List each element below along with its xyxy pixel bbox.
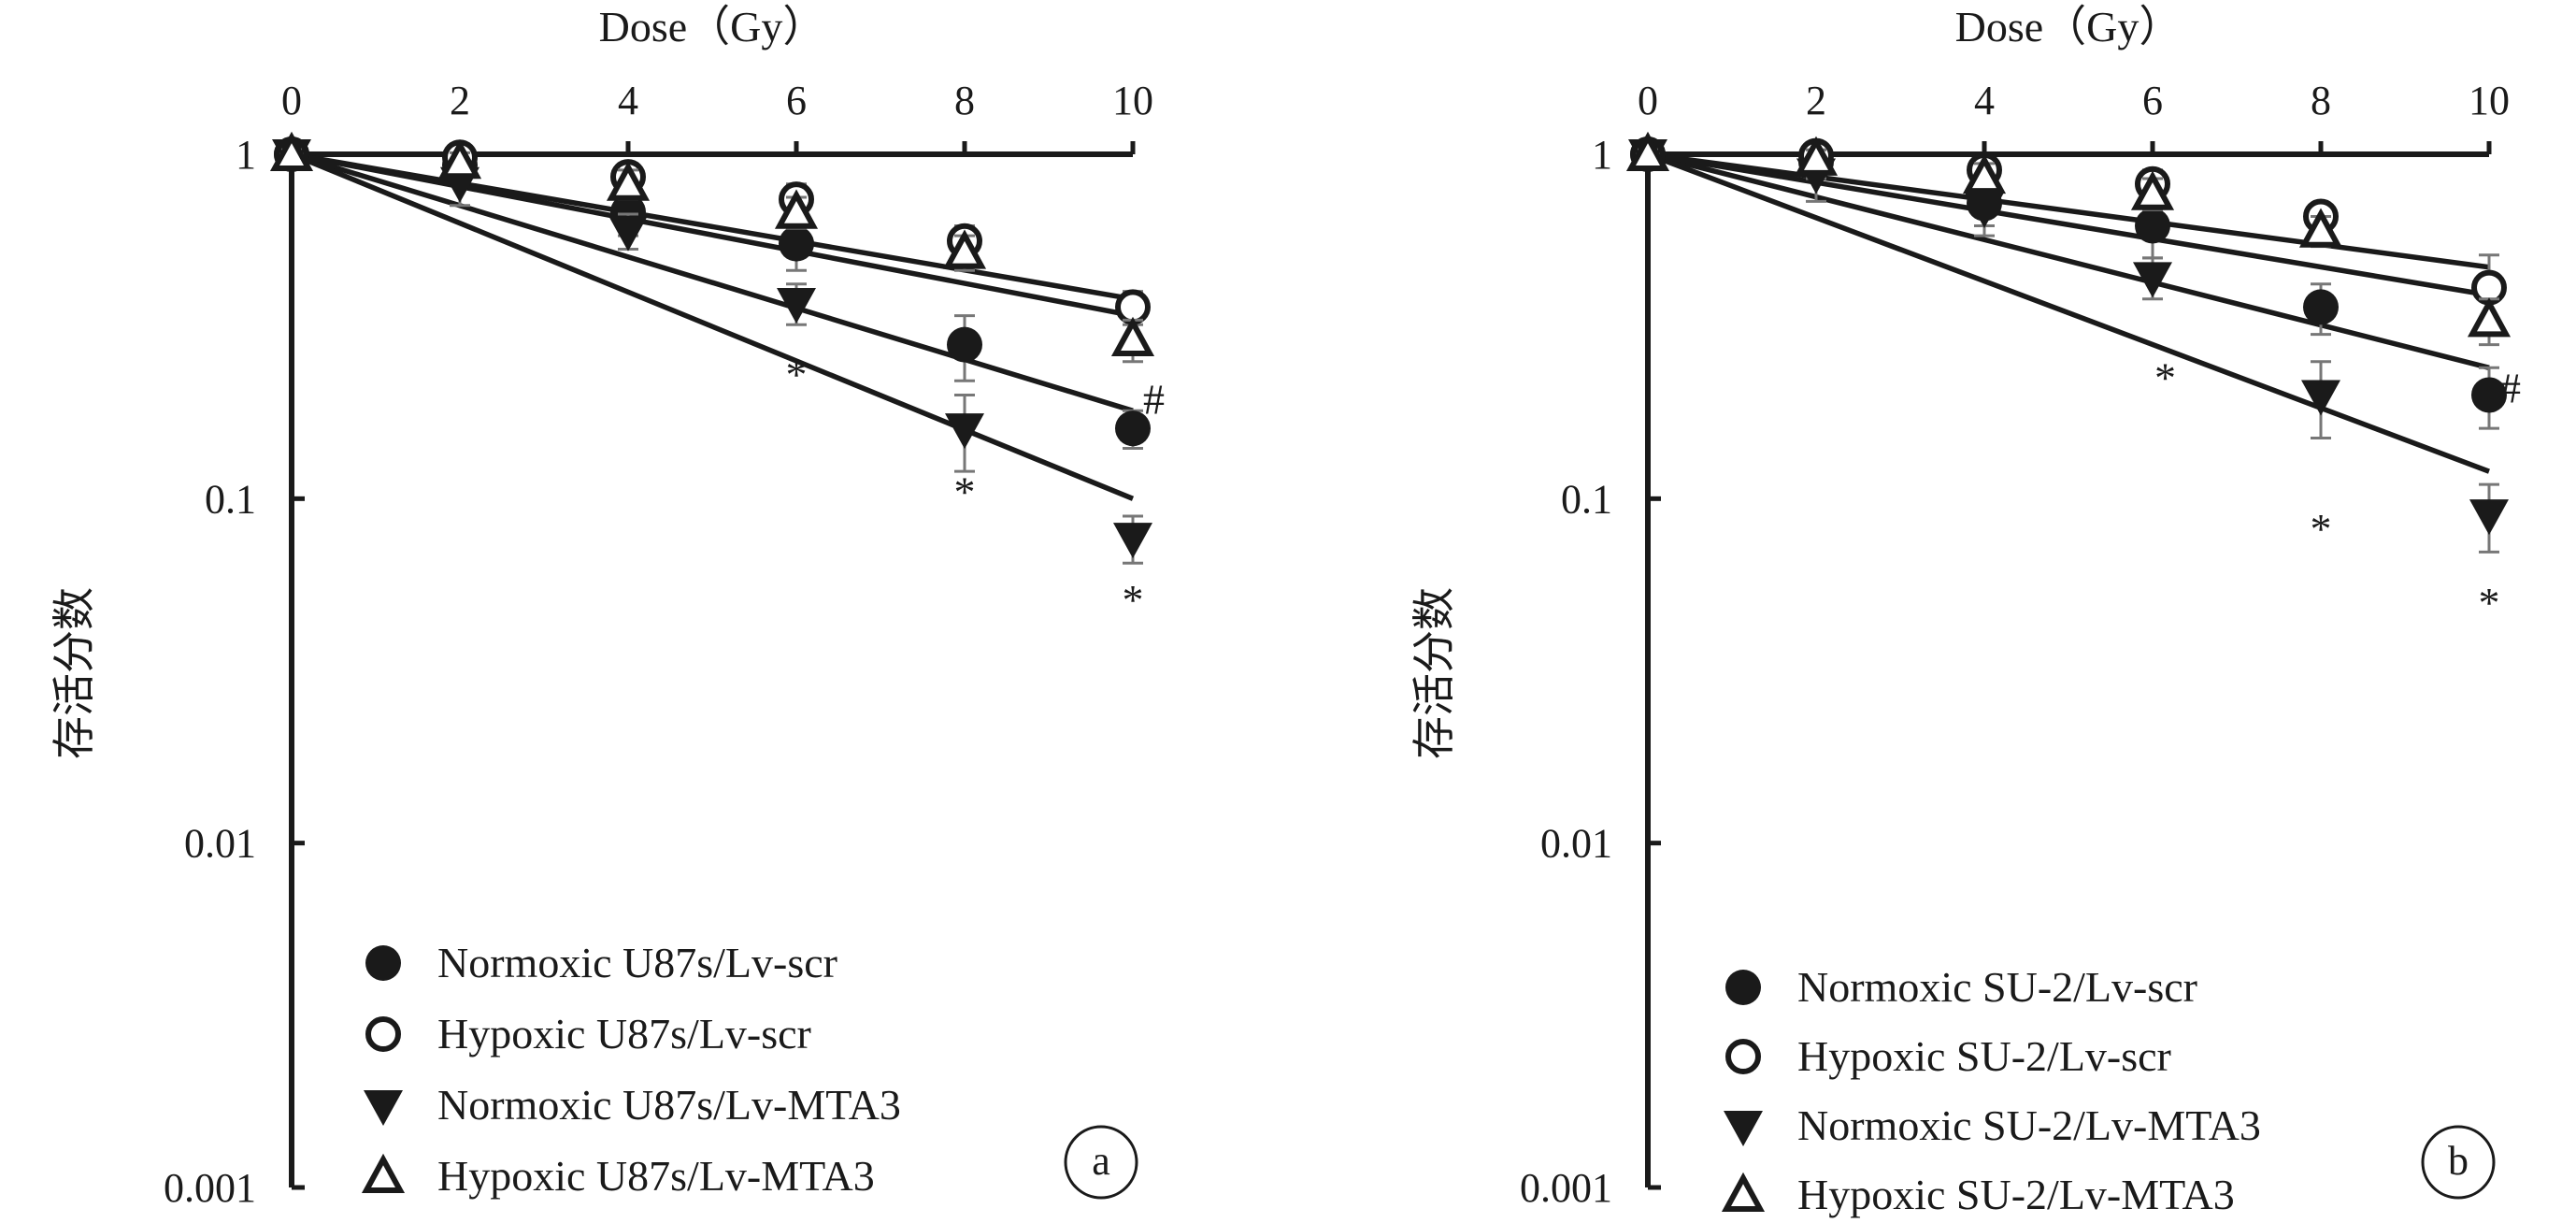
legend-marker-series-2 xyxy=(364,1090,403,1126)
series-3-points xyxy=(1625,131,2512,347)
data-point-series-2 xyxy=(777,288,816,324)
data-point-series-3 xyxy=(1794,136,1839,176)
legend-label: Hypoxic SU-2/Lv-MTA3 xyxy=(1797,1171,2235,1218)
x-tick-label: 2 xyxy=(450,78,470,123)
data-point-series-3 xyxy=(269,131,314,171)
panel-label-circle xyxy=(1064,1125,1138,1200)
data-point-series-3 xyxy=(2130,170,2175,210)
x-tick-label: 0 xyxy=(281,78,302,123)
data-point-series-2 xyxy=(2469,499,2509,536)
x-tick-label: 10 xyxy=(1112,78,1153,123)
significance-marker: * xyxy=(1123,576,1144,624)
x-tick-label: 4 xyxy=(618,78,638,123)
series-3-points xyxy=(269,131,1155,364)
x-tick-label: 4 xyxy=(1974,78,1995,123)
y-tick-label: 0.01 xyxy=(184,821,256,867)
legend-label: Normoxic U87s/Lv-MTA3 xyxy=(437,1081,901,1129)
data-point-series-3 xyxy=(1962,153,2007,194)
legend-label: Hypoxic U87s/Lv-scr xyxy=(437,1010,811,1058)
fit-line-series-2 xyxy=(1647,151,2490,474)
y-tick-label: 0.001 xyxy=(164,1165,256,1211)
panel-label-circle xyxy=(2421,1125,2496,1200)
y-tick-label: 1 xyxy=(1592,132,1612,178)
data-point-series-3 xyxy=(774,189,819,229)
legend-label: Normoxic SU-2/Lv-MTA3 xyxy=(1797,1101,2261,1149)
data-point-series-2 xyxy=(1965,193,2004,229)
fit-line-series-0 xyxy=(291,151,1134,413)
panel-b: 0 2 4 6 8 10 1 0.1 0.01 0.001 Dose（Gy） 存活分数 * * * # Norm… xyxy=(1410,3,2521,1218)
data-point-series-0 xyxy=(2303,289,2339,325)
legend-label: Normoxic U87s/Lv-scr xyxy=(437,939,837,986)
legend-label: Hypoxic U87s/Lv-MTA3 xyxy=(437,1152,875,1200)
legend: Normoxic SU-2/Lv-scr Hypoxic SU-2/Lv-scr N… xyxy=(1721,963,2261,1218)
data-point-series-0 xyxy=(2135,208,2170,244)
series-1-points xyxy=(274,137,1151,326)
y-tick-label: 0.1 xyxy=(205,476,256,522)
x-tick-label: 6 xyxy=(786,78,807,123)
data-point-series-0 xyxy=(947,326,982,363)
panel-label: a xyxy=(1092,1138,1110,1184)
significance-marker: # xyxy=(1143,376,1165,424)
y-tick-label: 0.001 xyxy=(1520,1165,1612,1211)
y-tick-label: 0.01 xyxy=(1540,821,1612,867)
data-point-series-0 xyxy=(1115,410,1151,447)
data-point-series-3 xyxy=(942,229,987,269)
fit-line-series-1 xyxy=(291,151,1134,302)
fit-line-series-1 xyxy=(1647,151,2490,270)
series-2-points xyxy=(1628,139,2509,554)
significance-marker: * xyxy=(786,351,808,398)
fit-line-series-2 xyxy=(290,151,1135,501)
x-axis-title: Dose（Gy） xyxy=(599,3,826,50)
significance-marker: * xyxy=(954,468,976,516)
legend-marker-series-0 xyxy=(1725,970,1761,1005)
legend-marker-series-3 xyxy=(361,1153,406,1193)
x-tick-label: 6 xyxy=(2142,78,2163,123)
x-tick-label: 8 xyxy=(2311,78,2331,123)
x-tick-label: 10 xyxy=(2469,78,2510,123)
x-tick-label: 2 xyxy=(1806,78,1826,123)
data-point-series-0 xyxy=(779,225,814,262)
legend-label: Hypoxic SU-2/Lv-scr xyxy=(1797,1032,2171,1080)
significance-marker: * xyxy=(2154,354,2176,402)
series-0-points xyxy=(1630,137,2507,430)
series-2-points xyxy=(272,139,1152,565)
data-point-series-3 xyxy=(2467,297,2512,338)
data-point-series-3 xyxy=(437,138,482,180)
data-point-series-3 xyxy=(1110,316,1155,357)
data-point-series-2 xyxy=(608,215,648,252)
data-point-series-2 xyxy=(1113,523,1152,559)
data-point-series-0 xyxy=(2471,377,2507,413)
y-tick-label: 0.1 xyxy=(1561,476,1612,522)
legend-marker-series-2 xyxy=(1724,1111,1763,1146)
legend-marker-series-1 xyxy=(1725,1039,1761,1074)
panel-label: b xyxy=(2448,1138,2469,1184)
data-point-series-3 xyxy=(2298,208,2343,248)
legend-label: Normoxic SU-2/Lv-scr xyxy=(1797,963,2197,1011)
y-axis-title: 存活分数 xyxy=(50,587,98,759)
fit-line-series-0 xyxy=(1647,151,2490,370)
x-tick-label: 0 xyxy=(1638,78,1658,123)
legend-marker-series-1 xyxy=(365,1016,401,1052)
fit-line-series-3 xyxy=(291,151,1134,319)
fit-line-series-3 xyxy=(1647,151,2490,298)
significance-marker: # xyxy=(2499,365,2521,412)
data-point-series-2 xyxy=(945,413,984,450)
data-point-series-2 xyxy=(2133,262,2172,298)
y-axis-title: 存活分数 xyxy=(1410,587,1458,759)
x-axis-title: Dose（Gy） xyxy=(1955,3,2182,50)
panel-a: 0 2 4 6 8 10 1 0.1 0.01 0.001 Dose（Gy） 存活分数 * * * # Norm… xyxy=(50,3,1165,1211)
significance-marker: * xyxy=(2479,579,2500,626)
y-tick-label: 1 xyxy=(236,132,256,178)
x-tick-label: 8 xyxy=(954,78,975,123)
data-point-series-2 xyxy=(2301,380,2340,416)
data-point-series-3 xyxy=(1625,131,1670,171)
legend: Normoxic U87s/Lv-scr Hypoxic U87s/Lv-scr N… xyxy=(361,939,901,1200)
legend-marker-series-0 xyxy=(365,945,401,981)
legend-marker-series-3 xyxy=(1721,1172,1766,1212)
significance-marker: * xyxy=(2311,505,2332,553)
data-point-series-3 xyxy=(606,161,651,201)
